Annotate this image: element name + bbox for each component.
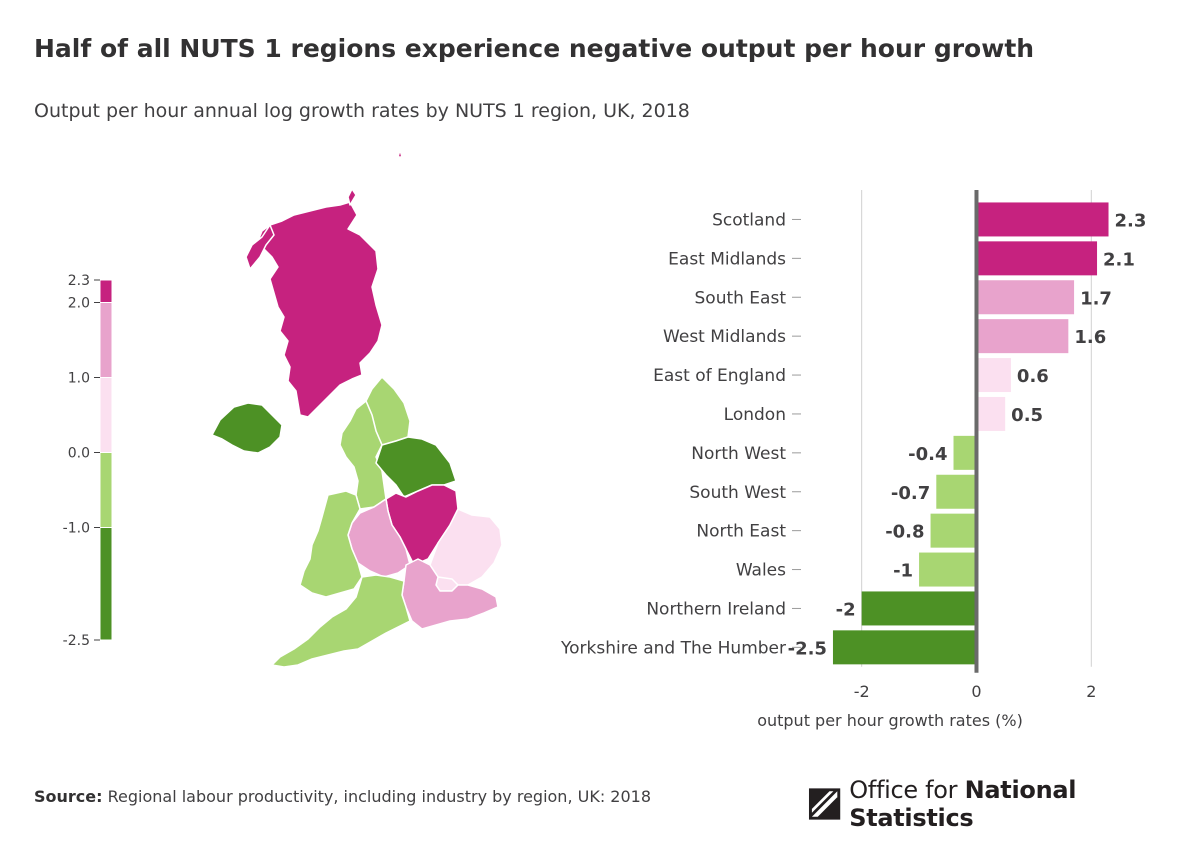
bar-value-label: 0.5 xyxy=(1011,405,1043,426)
legend-tick-label: -1.0 xyxy=(63,521,90,537)
x-tick-label: 2 xyxy=(1086,682,1096,701)
y-category-label: North East xyxy=(696,522,786,542)
y-category-label: Wales xyxy=(736,561,786,581)
legend-band-2 xyxy=(99,377,113,453)
bar xyxy=(976,202,1109,237)
bar-value-label: 1.6 xyxy=(1074,327,1106,348)
y-category-label: East Midlands xyxy=(668,249,786,269)
map-region-south-west xyxy=(271,574,411,668)
bar xyxy=(976,280,1075,315)
map-region-south-east xyxy=(401,558,499,630)
bar-value-label: -1 xyxy=(893,561,913,582)
legend-tick-label: -2.5 xyxy=(63,633,90,649)
y-category-label: London xyxy=(724,405,786,425)
legend-tick-label: 2.0 xyxy=(68,296,90,312)
ons-logo-icon xyxy=(808,788,841,820)
source-note: Source: Regional labour productivity, in… xyxy=(34,787,651,806)
uk-region-map xyxy=(211,149,503,668)
legend-tick-label: 0.0 xyxy=(68,446,90,462)
y-category-label: West Midlands xyxy=(663,327,786,347)
y-category-label: North West xyxy=(691,444,786,464)
ons-logo-text: Office for National Statistics xyxy=(849,776,1200,832)
map-region-scotland-islands xyxy=(245,149,403,270)
y-category-label: Yorkshire and The Humber xyxy=(560,638,786,658)
color-legend: 2.3 2.0 1.0 0.0 -1.0 -2.5 xyxy=(63,273,113,649)
bar xyxy=(976,358,1011,393)
map-region-northern-ireland xyxy=(211,402,283,454)
logo-text-regular: Office for xyxy=(849,776,965,804)
bar-value-label: -2 xyxy=(836,599,856,620)
bar-value-label: -0.4 xyxy=(908,444,947,465)
bar xyxy=(936,474,977,509)
bar xyxy=(832,630,977,665)
map-region-scotland xyxy=(257,201,383,418)
legend-tick-label: 1.0 xyxy=(68,371,90,387)
chart-title: Half of all NUTS 1 regions experience ne… xyxy=(34,34,1035,63)
chart-subtitle: Output per hour annual log growth rates … xyxy=(34,100,690,122)
legend-band-3 xyxy=(99,452,113,528)
bar-value-label: -2.5 xyxy=(788,638,827,659)
x-axis-label: output per hour growth rates (%) xyxy=(757,711,1023,730)
bar-value-label: 1.7 xyxy=(1080,288,1112,309)
bar xyxy=(861,591,977,626)
y-category-label: East of England xyxy=(653,366,786,386)
y-category-label: Scotland xyxy=(712,210,786,230)
x-tick-label: -2 xyxy=(854,682,870,701)
legend-band-1 xyxy=(99,302,113,378)
bar-value-label: 0.6 xyxy=(1017,366,1049,387)
bar xyxy=(930,513,977,548)
bar xyxy=(976,319,1069,354)
legend-tick-label: 2.3 xyxy=(68,273,90,289)
map-region-wales xyxy=(299,490,363,598)
source-label: Source: xyxy=(34,787,103,806)
ons-logo: Office for National Statistics xyxy=(808,776,1200,832)
bar-value-label: 2.3 xyxy=(1115,210,1147,231)
bar-value-label: -0.8 xyxy=(885,522,924,543)
bar-chart: Scotland East Midlands South East West Midl… xyxy=(560,190,1147,730)
y-category-label: South West xyxy=(689,483,786,503)
legend-band-0 xyxy=(99,279,113,303)
x-tick-label: 0 xyxy=(971,682,981,701)
source-text: Regional labour productivity, including … xyxy=(107,787,652,806)
y-category-label: South East xyxy=(695,288,787,308)
bar xyxy=(953,435,977,470)
bar-value-label: -0.7 xyxy=(891,483,930,504)
bar xyxy=(919,552,977,587)
bar xyxy=(976,241,1098,276)
legend-band-4 xyxy=(99,527,113,641)
logo-text-bold: National Statistics xyxy=(849,776,1077,832)
bar-value-label: 2.1 xyxy=(1103,249,1135,270)
y-category-label: Northern Ireland xyxy=(646,599,786,619)
bar xyxy=(976,396,1006,431)
